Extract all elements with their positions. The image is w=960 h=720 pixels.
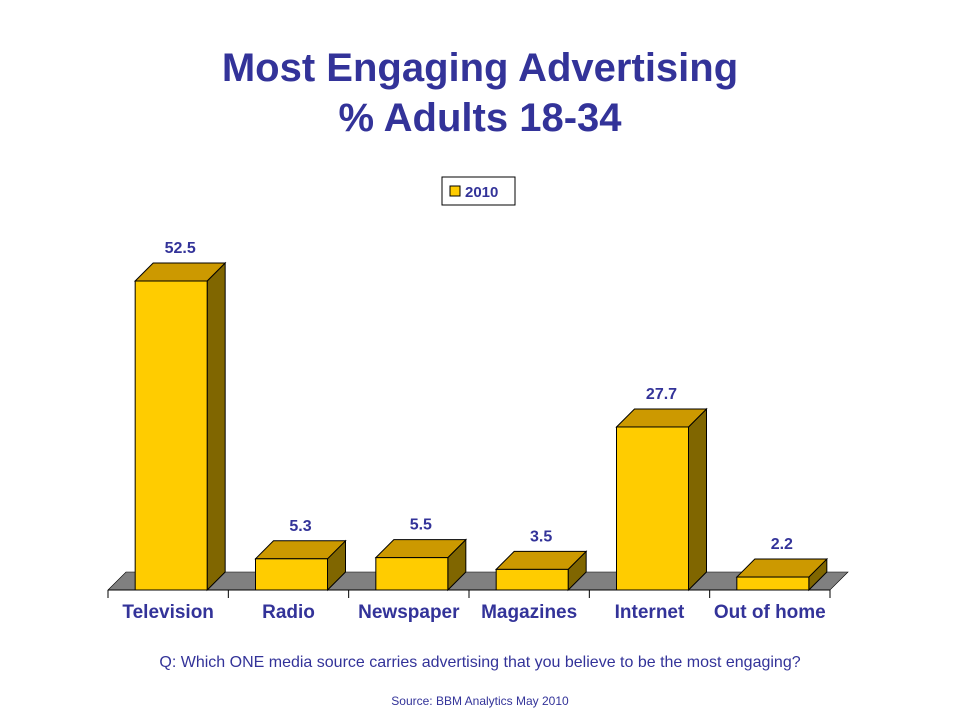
chart-title: Most Engaging Advertising bbox=[221, 46, 739, 90]
bar-internet: 27.7 bbox=[615, 386, 708, 592]
source-note: Source: BBM Analytics May 2010 bbox=[391, 694, 569, 708]
bar-front bbox=[134, 280, 208, 591]
x-tick-label: Internet bbox=[615, 602, 685, 623]
bar-out-of-home: 2.2 bbox=[735, 536, 829, 592]
x-tick-label: Out of home bbox=[714, 602, 826, 623]
bar-side bbox=[206, 261, 226, 592]
bar-front bbox=[736, 576, 810, 591]
bars: 52.5 5.3 5.5 3.5 27.7 2.2 bbox=[133, 240, 829, 592]
bar-radio: 5.3 bbox=[254, 518, 347, 592]
bar-front bbox=[495, 568, 569, 591]
bar-front bbox=[375, 557, 449, 591]
data-label: 5.5 bbox=[410, 517, 432, 534]
bar-front bbox=[255, 558, 328, 591]
x-tick-label: Television bbox=[122, 602, 214, 623]
legend: 2010 bbox=[441, 176, 516, 206]
bar-side bbox=[688, 407, 707, 592]
data-label: 27.7 bbox=[646, 386, 677, 403]
bar-magazines: 3.5 bbox=[494, 528, 588, 592]
legend-swatch bbox=[449, 185, 461, 197]
legend-label: 2010 bbox=[465, 184, 498, 201]
x-tick-label: Magazines bbox=[481, 602, 577, 623]
x-tick-label: Radio bbox=[262, 602, 315, 623]
bar-television: 52.5 bbox=[133, 240, 227, 592]
bar-newspaper: 5.5 bbox=[374, 517, 468, 592]
survey-question: Q: Which ONE media source carries advert… bbox=[159, 654, 801, 671]
x-axis: Television Radio Newspaper Magazines Interne… bbox=[107, 589, 831, 623]
chart-subtitle: % Adults 18-34 bbox=[338, 96, 622, 140]
bar-front bbox=[616, 426, 689, 591]
data-label: 3.5 bbox=[530, 528, 552, 545]
data-label: 2.2 bbox=[771, 536, 793, 553]
data-label: 52.5 bbox=[165, 240, 196, 257]
x-tick-label: Newspaper bbox=[358, 602, 460, 623]
data-label: 5.3 bbox=[289, 518, 311, 535]
